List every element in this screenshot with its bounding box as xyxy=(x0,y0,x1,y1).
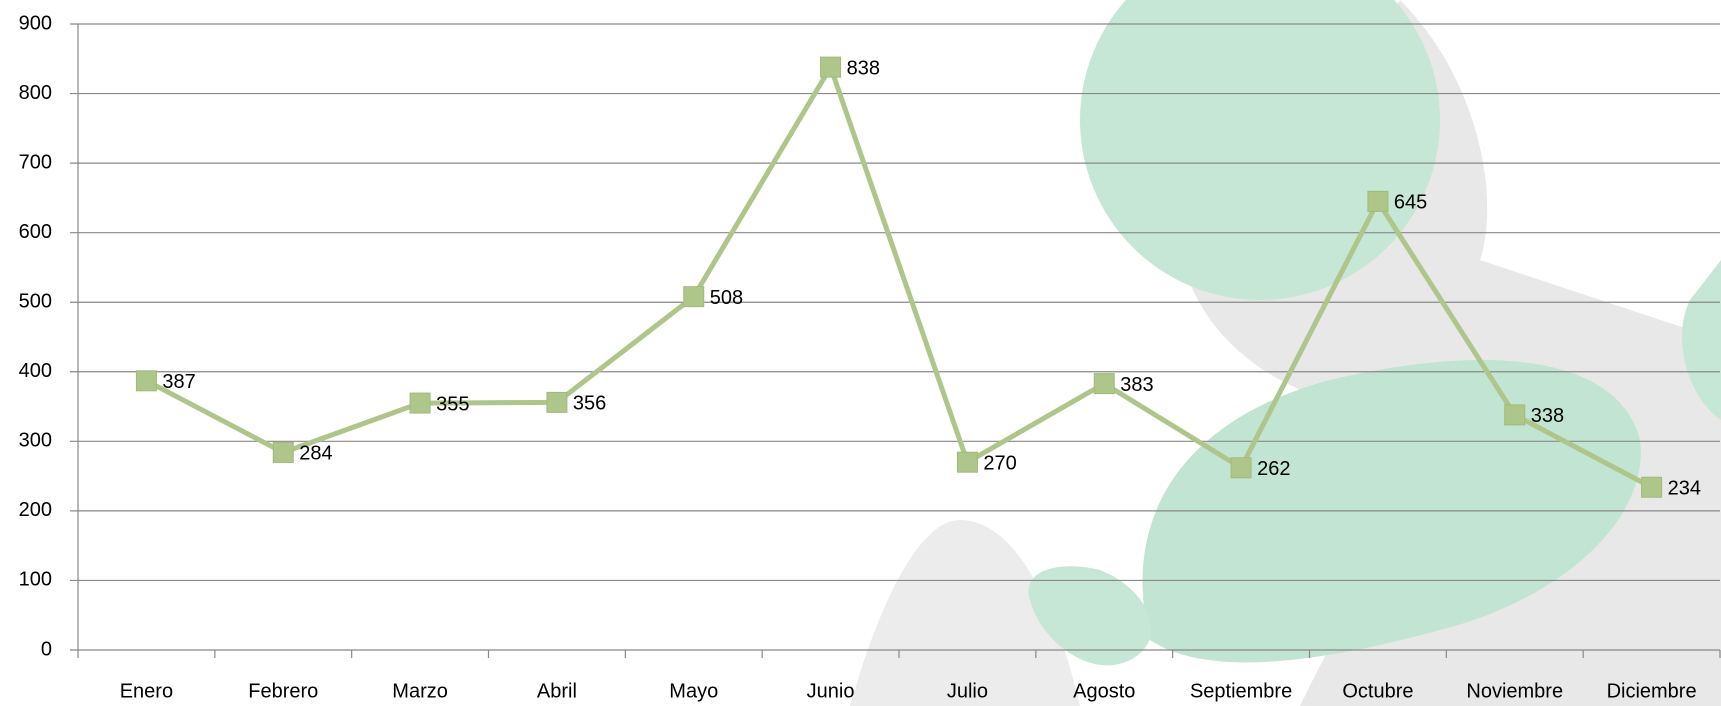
data-label: 338 xyxy=(1531,405,1564,427)
x-tick-label: Marzo xyxy=(392,680,448,702)
background-decoration xyxy=(850,0,1721,706)
marker xyxy=(1642,477,1662,497)
y-tick-label: 700 xyxy=(19,151,52,173)
marker xyxy=(136,371,156,391)
y-tick-label: 400 xyxy=(19,360,52,382)
x-tick-label: Abril xyxy=(537,680,577,702)
marker xyxy=(684,287,704,307)
x-tick-label: Julio xyxy=(947,680,988,702)
data-label: 387 xyxy=(162,371,195,393)
marker xyxy=(821,57,841,77)
marker xyxy=(1505,405,1525,425)
marker xyxy=(1368,191,1388,211)
marker xyxy=(410,393,430,413)
marker xyxy=(1231,458,1251,478)
data-label: 838 xyxy=(847,57,880,79)
y-tick-label: 100 xyxy=(19,569,52,591)
x-tick-label: Diciembre xyxy=(1607,680,1697,702)
x-tick-label: Febrero xyxy=(248,680,318,702)
data-label: 645 xyxy=(1394,192,1427,214)
x-tick-label: Mayo xyxy=(669,680,718,702)
x-tick-label: Enero xyxy=(120,680,173,702)
y-tick-label: 500 xyxy=(19,291,52,313)
chart: 0 100 200 300 400 500 600 700 800 900 387 284 355 356… xyxy=(0,0,1721,706)
x-tick-label: Noviembre xyxy=(1466,680,1563,702)
x-tick-label: Agosto xyxy=(1073,680,1135,702)
data-label: 356 xyxy=(573,393,606,415)
y-tick-label: 600 xyxy=(19,221,52,243)
data-label: 262 xyxy=(1257,458,1290,480)
data-label: 234 xyxy=(1668,478,1701,500)
y-tick-label: 300 xyxy=(19,430,52,452)
data-label: 284 xyxy=(299,443,332,465)
y-tick-label: 800 xyxy=(19,82,52,104)
y-tick-label: 900 xyxy=(19,12,52,34)
y-tick-label: 0 xyxy=(41,638,52,660)
marker xyxy=(957,452,977,472)
x-tick-label: Septiembre xyxy=(1190,680,1292,702)
data-label: 270 xyxy=(983,452,1016,474)
marker xyxy=(1094,374,1114,394)
marker xyxy=(273,442,293,462)
data-label: 383 xyxy=(1120,374,1153,396)
data-label: 355 xyxy=(436,393,469,415)
x-tick-label: Junio xyxy=(807,680,855,702)
x-tick-label: Octubre xyxy=(1342,680,1413,702)
marker xyxy=(547,392,567,412)
data-label: 508 xyxy=(710,287,743,309)
y-tick-label: 200 xyxy=(19,499,52,521)
